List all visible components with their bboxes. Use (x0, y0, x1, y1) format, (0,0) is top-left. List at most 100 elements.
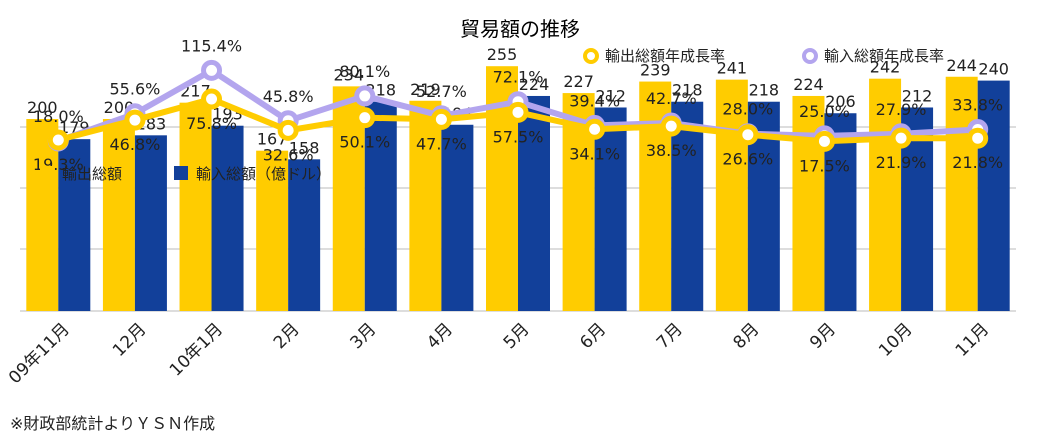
import-rate-label-5: 52.7% (416, 82, 467, 101)
export-rate-point-6 (507, 101, 529, 123)
import-rate-label-3: 45.8% (263, 87, 314, 106)
export-bar-label-8: 239 (640, 61, 671, 80)
import-bar-3 (288, 159, 321, 311)
chart-title: 貿易額の推移 (460, 17, 580, 41)
export-bar-12 (945, 76, 978, 311)
export-rate-point-4 (354, 107, 376, 129)
import-rate-label-7: 39.4% (569, 91, 620, 110)
export-rate-point-9 (737, 124, 759, 146)
export-bar-label-12: 244 (946, 56, 977, 75)
import-bar-12 (977, 80, 1010, 311)
import-rate-label-12: 33.8% (952, 95, 1003, 114)
export-bar-3 (256, 150, 289, 311)
import-bar-label-8: 218 (672, 81, 703, 100)
export-rate-point-3 (277, 119, 299, 141)
import-bar-7 (594, 107, 627, 311)
export-rate-label-10: 17.5% (799, 156, 850, 175)
legend-export-swatch (40, 166, 54, 180)
import-rate-point-2 (201, 59, 223, 81)
source-note: ※財政部統計よりＹＳＮ作成 (10, 414, 216, 433)
legend-export-rate-marker (583, 48, 599, 64)
export-rate-label-5: 47.7% (416, 134, 467, 153)
import-rate-label-2: 115.4% (181, 36, 242, 55)
import-rate-label-10: 25.0% (799, 102, 850, 121)
export-rate-label-11: 21.9% (876, 153, 927, 172)
export-rate-point-11 (890, 127, 912, 149)
legend-import-rate-label: 輸入総額年成長率 (824, 47, 944, 65)
legend-import-rate-marker (802, 48, 818, 64)
line-series (47, 59, 989, 152)
export-rate-point-1 (124, 109, 146, 131)
legend-export-rate-label: 輸出総額年成長率 (605, 47, 725, 65)
category-label-9: 8月 (730, 319, 764, 353)
export-bar-2 (179, 102, 212, 312)
category-label-5: 4月 (423, 319, 457, 353)
legend-import-swatch (174, 166, 188, 180)
category-label-11: 10月 (875, 319, 916, 360)
category-label-1: 12月 (109, 319, 150, 360)
export-bar-label-4: 234 (333, 65, 364, 84)
export-rate-label-2: 75.8% (186, 114, 237, 133)
import-bar-label-3: 158 (289, 138, 320, 157)
export-bar-label-10: 224 (793, 75, 824, 94)
legend-import-label: 輸入総額（億ドル） (196, 165, 331, 183)
import-bar-5 (441, 124, 474, 311)
export-bar-label-11: 242 (870, 58, 901, 77)
export-rate-point-5 (430, 108, 452, 130)
import-bar-label-11: 212 (902, 86, 933, 105)
category-labels: 09年11月 12月 10年1月 2月 3月 4月 5月 6月 7月 8月 9月 10月 11月 (5, 319, 993, 388)
export-rate-label-3: 32.6% (263, 145, 314, 164)
export-rate-point-7 (584, 118, 606, 140)
category-label-12: 11月 (952, 319, 993, 360)
export-rate-point-12 (967, 127, 989, 149)
export-bar-5 (409, 100, 442, 311)
import-bar-6 (518, 95, 550, 312)
category-label-7: 6月 (576, 319, 610, 353)
line-value-labels: 18.0% 55.6% 115.4% 45.8% 80.1% 52.7% 72.1% 39.4… (33, 36, 1003, 175)
import-bar-label-6: 224 (519, 75, 550, 94)
export-bar-label-6: 255 (487, 45, 518, 64)
export-rate-label-9: 26.6% (722, 150, 773, 169)
import-bar-1 (134, 135, 167, 311)
import-rate-label-1: 55.6% (110, 80, 161, 99)
import-rate-label-4: 80.1% (339, 62, 390, 81)
export-bar-0 (26, 119, 59, 311)
import-bar-label-12: 240 (978, 60, 1009, 79)
import-bar-8 (671, 101, 704, 311)
export-rate-point-0 (47, 129, 69, 151)
import-rate-point-4 (354, 85, 376, 107)
export-rate-label-1: 46.8% (110, 135, 161, 154)
export-rate-point-10 (813, 130, 835, 152)
import-rate-label-11: 27.9% (876, 100, 927, 119)
category-label-8: 7月 (653, 319, 687, 353)
category-label-4: 3月 (346, 319, 380, 353)
export-bar-9 (715, 79, 748, 311)
import-bar-2 (211, 125, 244, 311)
import-rate-label-8: 42.7% (646, 89, 697, 108)
export-rate-label-7: 34.1% (569, 144, 620, 163)
category-label-10: 9月 (806, 319, 840, 353)
export-bar-11 (869, 78, 902, 312)
import-rate-label-9: 28.0% (722, 100, 773, 119)
category-label-3: 2月 (270, 319, 304, 353)
import-bar-4 (364, 101, 397, 311)
export-bar-label-5: 219 (410, 80, 441, 99)
export-rate-label-12: 21.8% (952, 153, 1003, 172)
bar-legend: 輸出総額 輸入総額（億ドル） (40, 165, 331, 183)
export-rate-label-8: 38.5% (646, 141, 697, 160)
export-rate-label-6: 57.5% (493, 127, 544, 146)
import-bar-label-7: 212 (595, 86, 626, 105)
legend-export-label: 輸出総額 (62, 165, 122, 183)
import-rate-label-0: 18.0% (33, 107, 84, 126)
import-bar-label-10: 206 (825, 92, 856, 111)
import-rate-label-6: 72.1% (493, 68, 544, 87)
category-label-0: 09年11月 (5, 319, 74, 388)
category-label-6: 5月 (500, 319, 534, 353)
export-rate-point-8 (660, 115, 682, 137)
export-bar-label-0: 200 (27, 98, 58, 117)
export-rate-point-2 (201, 88, 223, 110)
export-bar-label-7: 227 (563, 72, 594, 91)
category-label-2: 10年1月 (166, 319, 227, 380)
bar-series (26, 66, 1010, 312)
